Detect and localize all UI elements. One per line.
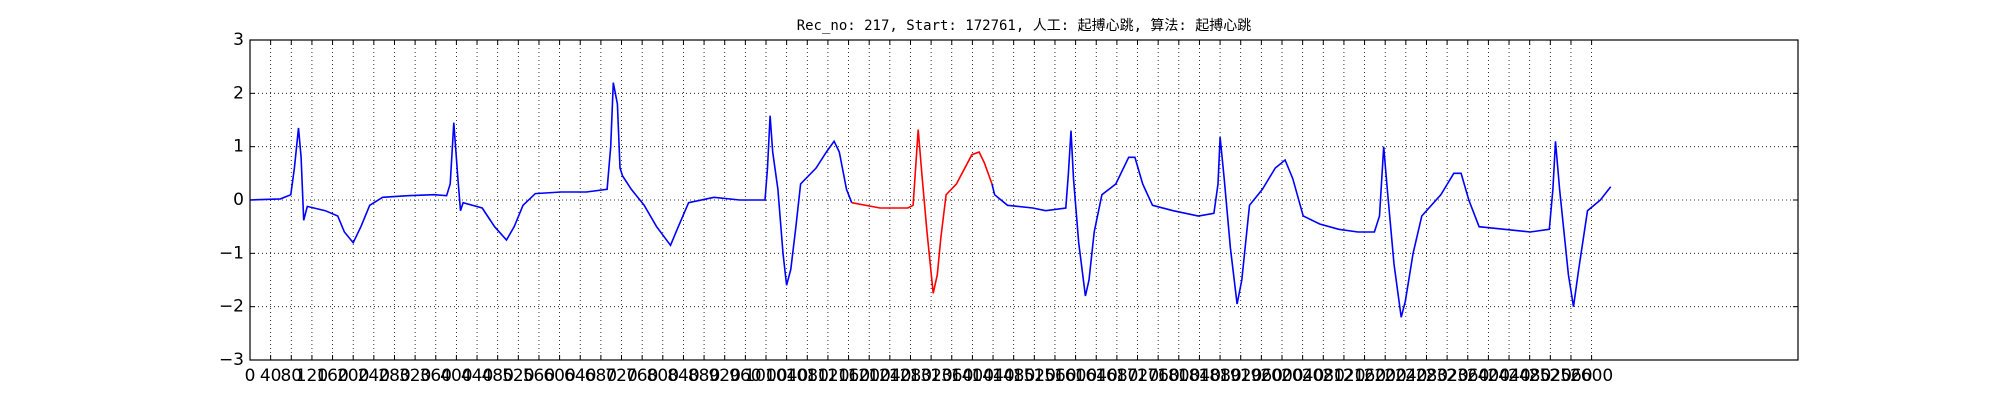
x-tick-label: 1960 xyxy=(1240,366,1283,386)
x-tick-label: 1480 xyxy=(992,366,1035,386)
x-tick-label: 2560 xyxy=(1549,366,1592,386)
x-tick-label: 2240 xyxy=(1384,366,1427,386)
x-tick-label: 2000 xyxy=(1260,366,1303,386)
x-tick-label: 360 xyxy=(420,366,452,386)
x-tick-label: 1320 xyxy=(909,366,952,386)
x-tick-label: 2160 xyxy=(1343,366,1386,386)
x-tick-label: 1000 xyxy=(744,366,787,386)
x-tick-label: 1720 xyxy=(1116,366,1159,386)
x-tick-label: 280 xyxy=(378,366,410,386)
x-tick-label: 880 xyxy=(688,366,720,386)
y-tick-label: 2 xyxy=(233,83,244,103)
x-tick-label: 1400 xyxy=(951,366,994,386)
x-tick-label: 1360 xyxy=(930,366,973,386)
chart-title: Rec_no: 217, Start: 172761, 人工: 起搏心跳, 算法… xyxy=(797,17,1252,34)
ecg-line xyxy=(249,82,853,286)
x-tick-label: 240 xyxy=(358,366,390,386)
x-tick-label: 0 xyxy=(245,366,256,386)
x-tick-label: 1840 xyxy=(1178,366,1221,386)
x-tick-label: 760 xyxy=(626,366,658,386)
x-tick-label: 120 xyxy=(296,366,328,386)
x-tick-label: 2200 xyxy=(1364,366,1407,386)
x-tick-label: 640 xyxy=(564,366,596,386)
x-tick-label: 480 xyxy=(481,366,513,386)
x-tick-label: 320 xyxy=(399,366,431,386)
x-tick-label: 2520 xyxy=(1529,366,1572,386)
x-tick-label: 160 xyxy=(316,366,348,386)
x-tick-label: 1560 xyxy=(1033,366,1076,386)
x-tick-label: 1600 xyxy=(1054,366,1097,386)
x-tick-label: 2040 xyxy=(1281,366,1324,386)
x-tick-label: 560 xyxy=(523,366,555,386)
x-tick-label: 600 xyxy=(543,366,575,386)
y-tick-label: 1 xyxy=(233,137,244,157)
x-tick-label: 2360 xyxy=(1446,366,1489,386)
x-tick-label: 2320 xyxy=(1425,366,1468,386)
x-tick-label: 1040 xyxy=(765,366,808,386)
x-tick-label: 40 xyxy=(260,366,282,386)
x-tick-label: 1800 xyxy=(1157,366,1200,386)
x-tick-label: 1280 xyxy=(889,366,932,386)
x-tick-label: 1680 xyxy=(1095,366,1138,386)
x-tick-label: 1080 xyxy=(786,366,829,386)
x-tick-label: 440 xyxy=(461,366,493,386)
ecg-line xyxy=(991,130,1612,318)
y-tick-label: 3 xyxy=(233,30,244,50)
x-tick-label: 1880 xyxy=(1198,366,1241,386)
y-tick-label: 0 xyxy=(233,190,244,210)
x-tick-label: 1640 xyxy=(1075,366,1118,386)
x-tick-label: 1440 xyxy=(971,366,1014,386)
x-tick-label: 1160 xyxy=(827,366,870,386)
x-tick-label: 960 xyxy=(729,366,761,386)
y-tick-label: −3 xyxy=(219,350,244,370)
x-tick-label: 200 xyxy=(337,366,369,386)
x-tick-label: 2120 xyxy=(1322,366,1365,386)
x-tick-label: 680 xyxy=(585,366,617,386)
x-tick-label: 400 xyxy=(440,366,472,386)
x-tick-label: 80 xyxy=(280,366,302,386)
x-tick-label: 1240 xyxy=(868,366,911,386)
x-tick-label: 1760 xyxy=(1137,366,1180,386)
x-tick-label: 2440 xyxy=(1487,366,1530,386)
x-tick-label: 920 xyxy=(708,366,740,386)
plot-frame xyxy=(249,39,1799,361)
x-tick-label: 1920 xyxy=(1219,366,1262,386)
x-tick-label: 720 xyxy=(605,366,637,386)
y-tick-label: −2 xyxy=(219,297,244,317)
y-tick-label: −1 xyxy=(219,243,244,263)
x-tick-label: 2600 xyxy=(1570,366,1613,386)
x-tick-label: 2080 xyxy=(1302,366,1345,386)
x-tick-label: 520 xyxy=(502,366,534,386)
x-tick-label: 2400 xyxy=(1467,366,1510,386)
x-tick-label: 1120 xyxy=(806,366,849,386)
x-tick-label: 2280 xyxy=(1405,366,1448,386)
x-tick-label: 840 xyxy=(667,366,699,386)
ecg-line xyxy=(851,129,993,294)
x-tick-label: 1200 xyxy=(848,366,891,386)
x-tick-label: 1520 xyxy=(1013,366,1056,386)
x-tick-label: 800 xyxy=(647,366,679,386)
x-tick-label: 2480 xyxy=(1508,366,1551,386)
